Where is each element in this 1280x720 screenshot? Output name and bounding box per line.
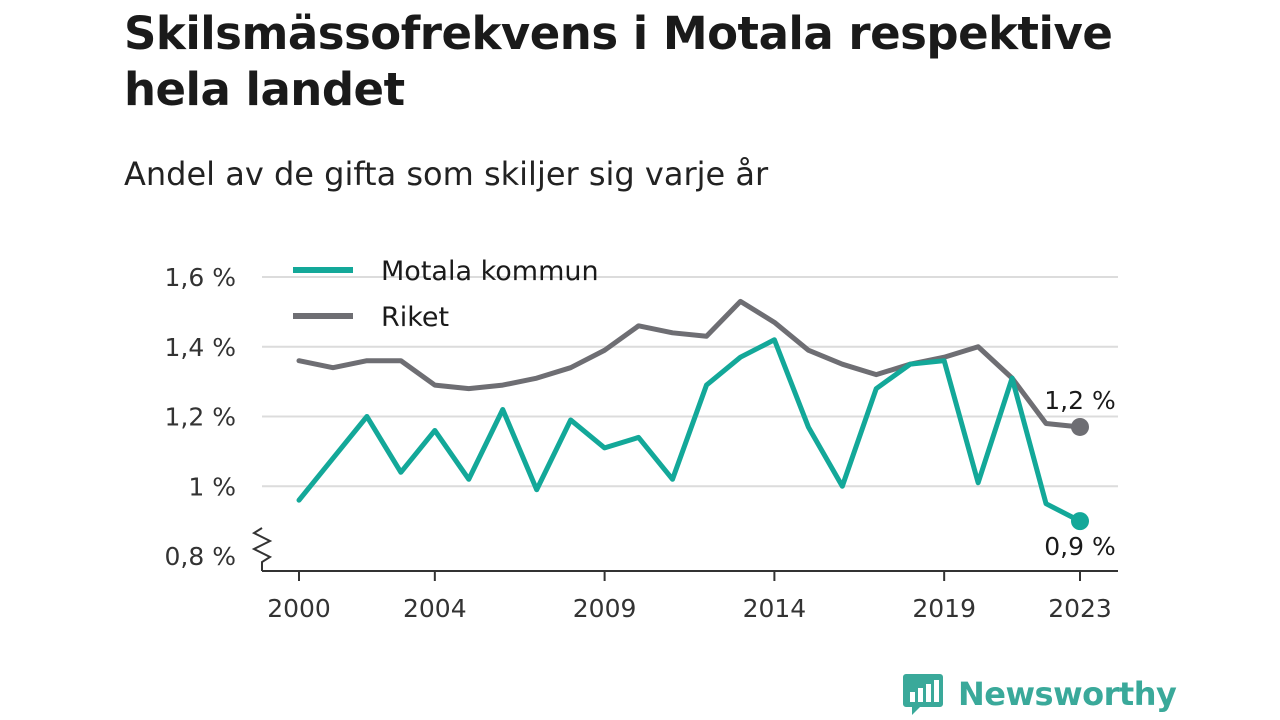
legend-label: Riket	[381, 302, 449, 333]
x-tick-label: 2009	[573, 594, 637, 623]
axis-break-icon	[251, 527, 273, 571]
bar-chart-speech-bubble-icon	[903, 674, 943, 715]
chart-subtitle: Andel av de gifta som skiljer sig varje …	[124, 155, 769, 193]
x-tick-label: 2004	[403, 594, 467, 623]
y-axis: 0,8 % 1 % 1,2 % 1,4 % 1,6 %	[165, 263, 273, 571]
brand-logo: Newsworthy	[902, 672, 1177, 716]
x-tick-label: 2023	[1048, 594, 1112, 623]
legend-label: Motala kommun	[381, 256, 599, 287]
series-line-riket	[296, 298, 1083, 430]
y-tick-label: 0,8 %	[165, 542, 236, 571]
x-tick-label: 2014	[743, 594, 807, 623]
x-axis: 2000 2004 2009 2014 2019 2023	[262, 570, 1118, 623]
brand-name: Newsworthy	[958, 675, 1177, 713]
y-tick-label: 1,4 %	[165, 333, 236, 362]
end-point-riket	[1071, 417, 1089, 436]
x-tick-label: 2019	[912, 594, 976, 623]
end-point-motala	[1071, 512, 1089, 531]
series-lines: 1,2 % 0,9 %	[296, 298, 1116, 561]
x-tick-label: 2000	[267, 594, 331, 623]
legend: Motala kommun Riket	[293, 256, 599, 333]
y-tick-label: 1,6 %	[165, 263, 236, 292]
y-tick-label: 1,2 %	[165, 403, 236, 432]
y-tick-label: 1 %	[188, 472, 236, 501]
end-label-motala: 0,9 %	[1044, 532, 1115, 561]
end-label-riket: 1,2 %	[1044, 386, 1115, 415]
series-line-motala	[296, 337, 1083, 524]
chart-title: Skilsmässofrekvens i Motala respektive h…	[124, 7, 1113, 116]
